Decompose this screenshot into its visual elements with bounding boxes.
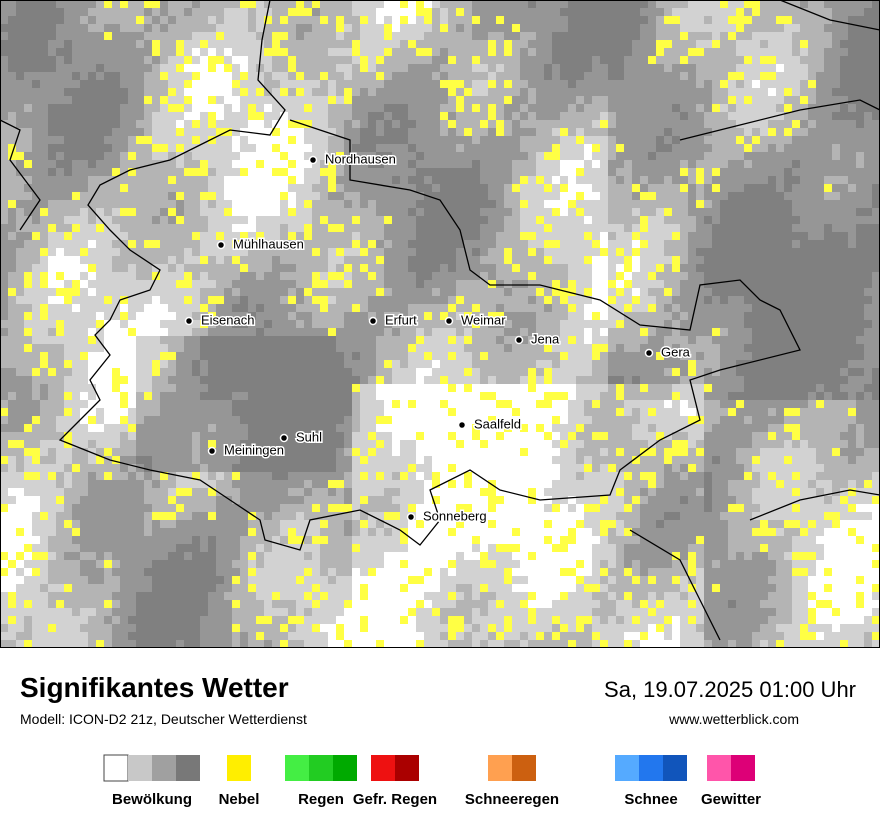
legend-label: Nebel	[219, 791, 260, 808]
city-label: Jena	[531, 331, 560, 346]
city-dot	[444, 316, 454, 326]
legend-swatch	[488, 755, 512, 781]
city-label: Eisenach	[201, 312, 254, 327]
cities: Nordhausen Mühlhausen Eisenach Erfurt Weimar…	[184, 150, 692, 525]
city-dot	[207, 446, 217, 456]
city-label: Erfurt	[385, 312, 417, 327]
city-label: Weimar	[461, 312, 506, 327]
city-dot	[514, 335, 524, 345]
cloud-cells	[0, 0, 880, 648]
cloud-cells	[0, 0, 880, 648]
city-label: Nordhausen	[325, 151, 396, 166]
legend-swatch	[333, 755, 357, 781]
city-dot	[216, 240, 226, 250]
border	[779, 0, 880, 31]
legend-label: Bewölkung	[112, 791, 192, 808]
legend-label: Gewitter	[701, 791, 761, 808]
legend-swatch	[285, 755, 309, 781]
weather-cells	[0, 0, 880, 648]
legend-swatch	[176, 755, 200, 781]
legend-swatch	[152, 755, 176, 781]
border	[0, 119, 41, 231]
city-label: Saalfeld	[474, 416, 521, 431]
url: www.wetterblick.com	[669, 711, 799, 727]
legend-swatch	[309, 755, 333, 781]
city-dot	[308, 155, 318, 165]
legend-swatch	[663, 755, 687, 781]
city-dot	[279, 433, 289, 443]
legend-swatch	[371, 755, 395, 781]
legend-swatch	[128, 755, 152, 781]
city-dot	[184, 316, 194, 326]
legend-swatch	[103, 754, 129, 782]
borders	[0, 0, 880, 641]
legend-label: Schneeregen	[465, 791, 559, 808]
city-label: Sonneberg	[423, 508, 487, 523]
city-label: Gera	[661, 344, 691, 359]
state-border	[58, 0, 801, 551]
model: Modell: ICON-D2 21z, Deutscher Wetterdie…	[20, 711, 307, 727]
city-label: Mühlhausen	[233, 236, 304, 251]
legend-swatch	[227, 755, 251, 781]
city-dot	[644, 348, 654, 358]
legend-swatch	[707, 755, 731, 781]
legend-swatch	[512, 755, 536, 781]
weather-map: Nordhausen Mühlhausen Eisenach Erfurt Weimar…	[0, 0, 880, 648]
city-label: Suhl	[296, 429, 322, 444]
cloud-cells	[0, 0, 880, 648]
city-dot	[406, 512, 416, 522]
legend: Bewölkung Nebel Regen Gefr. Regen Schneerege…	[103, 754, 761, 808]
city-label: Meiningen	[224, 442, 284, 457]
border	[629, 529, 721, 641]
legend-swatch	[615, 755, 639, 781]
legend-label: Schnee	[624, 791, 677, 808]
legend-swatch	[731, 755, 755, 781]
datetime: Sa, 19.07.2025 01:00 Uhr	[604, 677, 856, 702]
title: Signifikantes Wetter	[20, 672, 289, 703]
legend-label: Regen	[298, 791, 344, 808]
legend-label: Gefr. Regen	[353, 791, 437, 808]
border	[679, 99, 880, 141]
border	[749, 489, 880, 521]
legend-swatch	[395, 755, 419, 781]
legend-swatch	[639, 755, 663, 781]
city-dot	[368, 316, 378, 326]
city-dot	[457, 420, 467, 430]
